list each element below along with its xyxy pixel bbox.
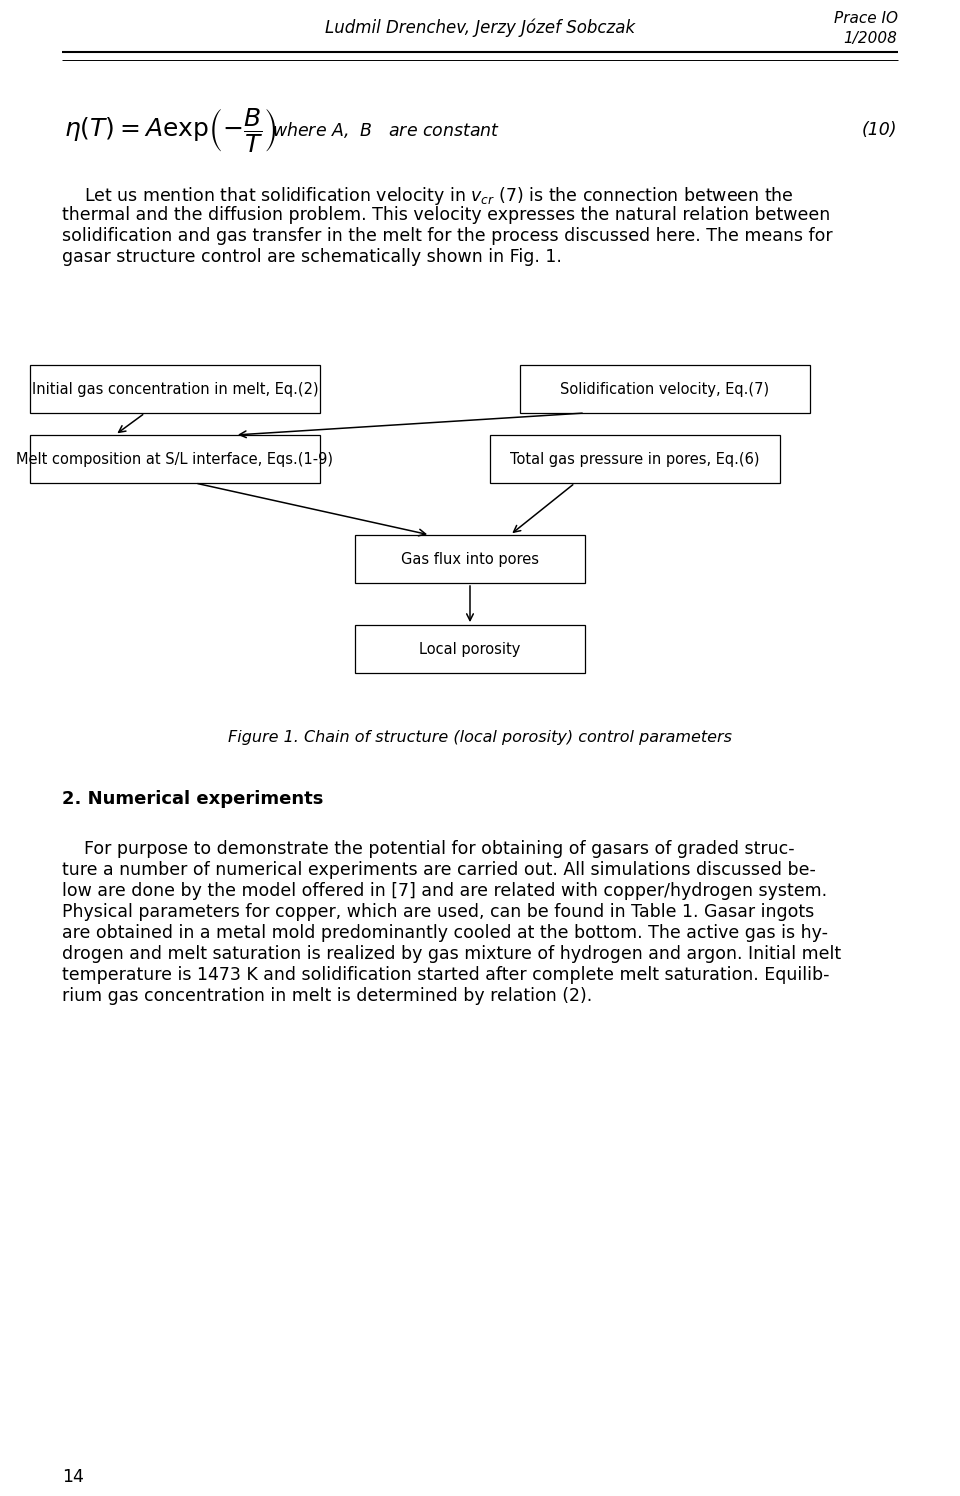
Text: Figure 1. Chain of structure (local porosity) control parameters: Figure 1. Chain of structure (local poro… [228,730,732,745]
Bar [30,435,320,483]
Bar [30,365,320,413]
Text: ture a number of numerical experiments are carried out. All simulations discusse: ture a number of numerical experiments a… [62,862,816,880]
Bar [355,625,585,673]
Text: Local porosity: Local porosity [420,642,520,657]
Text: 14: 14 [62,1468,84,1486]
Text: For purpose to demonstrate the potential for obtaining of gasars of graded struc: For purpose to demonstrate the potential… [62,839,795,859]
Text: thermal and the diffusion problem. This velocity expresses the natural relation : thermal and the diffusion problem. This … [62,206,830,224]
Text: low are done by the model offered in [7] and are related with copper/hydrogen sy: low are done by the model offered in [7]… [62,883,828,901]
Text: drogen and melt saturation is realized by gas mixture of hydrogen and argon. Ini: drogen and melt saturation is realized b… [62,945,842,963]
Text: Melt composition at S/L interface, Eqs.(1-9): Melt composition at S/L interface, Eqs.(… [16,452,333,467]
Text: Initial gas concentration in melt, Eq.(2): Initial gas concentration in melt, Eq.(2… [32,381,319,396]
Text: Solidification velocity, Eq.(7): Solidification velocity, Eq.(7) [561,381,770,396]
Text: 1/2008: 1/2008 [844,30,898,45]
Text: Gas flux into pores: Gas flux into pores [401,552,539,567]
Text: Let us mention that solidification velocity in $v_{cr}$ (7) is the connection be: Let us mention that solidification veloc… [62,186,794,206]
Text: Physical parameters for copper, which are used, can be found in Table 1. Gasar i: Physical parameters for copper, which ar… [62,904,815,922]
Text: $\eta(T) = A\exp\!\left(-\dfrac{B}{T}\right)$: $\eta(T) = A\exp\!\left(-\dfrac{B}{T}\ri… [64,106,276,154]
Text: Prace IO: Prace IO [833,10,898,25]
Text: Ludmil Drenchev, Jerzy Józef Sobczak: Ludmil Drenchev, Jerzy Józef Sobczak [324,19,636,37]
Text: solidification and gas transfer in the melt for the process discussed here. The : solidification and gas transfer in the m… [62,227,833,245]
Text: where $A$,  $B$   are constant: where $A$, $B$ are constant [273,120,501,141]
Text: rium gas concentration in melt is determined by relation (2).: rium gas concentration in melt is determ… [62,987,592,1005]
Text: gasar structure control are schematically shown in Fig. 1.: gasar structure control are schematicall… [62,248,563,266]
Text: Total gas pressure in pores, Eq.(6): Total gas pressure in pores, Eq.(6) [511,452,759,467]
Text: temperature is 1473 K and solidification started after complete melt saturation.: temperature is 1473 K and solidification… [62,966,829,984]
Bar [355,536,585,583]
Bar [490,435,780,483]
Bar [520,365,810,413]
Text: 2. Numerical experiments: 2. Numerical experiments [62,790,324,808]
Text: (10): (10) [862,121,898,139]
Text: are obtained in a metal mold predominantly cooled at the bottom. The active gas : are obtained in a metal mold predominant… [62,925,828,942]
